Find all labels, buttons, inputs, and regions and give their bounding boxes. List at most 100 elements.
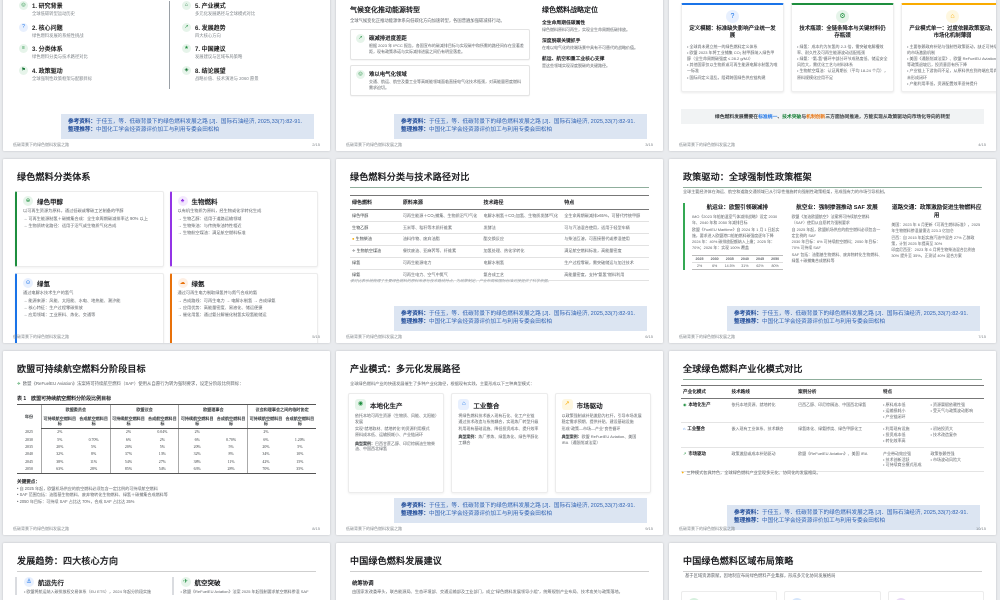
recommendation-block: 统筹协调 由国家发改委牵头，联合能源局、生态环境部、交通运输部及工业部门，成立“… bbox=[352, 579, 647, 596]
mini-table-year: 2050 bbox=[771, 256, 780, 261]
year-cell: 2035 bbox=[25, 444, 33, 449]
case-label: 典型案例： bbox=[561, 434, 582, 440]
slide-title: 绿色燃料分类体系 bbox=[17, 172, 91, 182]
case-label: 典型案例： bbox=[458, 434, 479, 440]
fuel-compare-table: 绿色燃料 原料来源 技术路径 特点 绿色甲醇 可再生能源＋CO₂捕集、生物质沼气… bbox=[350, 195, 649, 282]
toc-item-icon: ◈ bbox=[182, 65, 191, 75]
toc-item-icon: ⌂ bbox=[182, 1, 191, 10]
fuel-card-icon: ♣ bbox=[177, 196, 188, 206]
feedstock-cell: 可再生电力、空气中氮气 bbox=[400, 269, 482, 282]
table-row: 生物乙醇 玉米等、秸秆等木质纤维素 发酵法 可与汽油混合使用，适用于轻型车辆 bbox=[350, 221, 649, 234]
sub-header: 合成航空燃料目标 bbox=[77, 413, 111, 429]
slide-thumbnail-global-comparison[interactable]: 全球绿色燃料产业化模式对比 产业化模式 技术路线 案例分析 特点 ◉ 本地化生产 … bbox=[669, 351, 996, 535]
case-label: 典型案例： bbox=[355, 440, 375, 446]
case-cell: 绿氢炼化、绿氨掺烧、绿色甲醇化工 bbox=[796, 422, 881, 448]
slide-thumbnail-china-recommendations[interactable]: 中国绿色燃料发展建议 统筹协调 由国家发改委牵头，联合能源局、生态环境部、交通运… bbox=[336, 543, 663, 600]
sub-header: 合成航空燃料目标 bbox=[283, 413, 316, 429]
sub-header: 可持续航空燃料目标 bbox=[247, 413, 284, 429]
fuel-card-bullets: → 合成路线：可再生电力 → 电解水制氢 → 合成绿氨 → 应用优势：高能量密度… bbox=[177, 298, 276, 317]
slide-footer: 低碳背景下的绿色燃料发展之路 8/15 bbox=[13, 526, 320, 531]
mode-card-icon: ◉ bbox=[355, 399, 366, 410]
mini-table-value: 62% bbox=[756, 263, 764, 268]
fuel-card-title: 绿氢 bbox=[37, 281, 50, 288]
mini-table-value: 14.5% bbox=[724, 263, 735, 268]
toc-item-title: 5. 产业模式 bbox=[195, 4, 226, 10]
slide-thumbnail-climate[interactable]: 气候变化推动能源转型 全球气候变化正推动能源体系向低碳化方向加速转型，各国普遍加… bbox=[336, 0, 663, 151]
slide-thumbnail-trends[interactable]: 发展趋势：四大核心方向 ⚓ 航运先行 • 欧盟将航运纳入碳排放权交易体系（EU … bbox=[3, 543, 330, 600]
slide-title: 全球绿色燃料产业化模式对比 bbox=[683, 362, 982, 380]
tech-path-cell: 发酵法 bbox=[481, 221, 563, 234]
key-points: 关键要点： • 自 2025 年起，欧盟机场供应的航空燃料必须包含一定比例的可持… bbox=[17, 479, 168, 504]
mode-card: ↗ 市场驱动 以政策强制或补贴激励为杠杆，引导市场发展 稳定需求预期、提供补贴、… bbox=[554, 393, 651, 493]
strategy-item-head: 全生命周期低碳属性 bbox=[542, 21, 586, 26]
year-cell: 2040 bbox=[25, 452, 33, 457]
slide-thumbnail-challenges[interactable]: ? 定义模糊：标准缺失影响产业统一发展 • 全球尚未建立统一的绿色燃料定义体系 … bbox=[669, 0, 996, 151]
challenge-card-bullets: • 主要依赖政府补贴与强制性政策驱动，缺乏可持续的市场激励机制 • 美国《通胀削… bbox=[907, 43, 996, 86]
slide-thumbnail-regional-layout[interactable]: 中国绿色燃料区域布局策略 基于区域资源禀赋，因地制宜布局绿色燃料产业集群，形成多… bbox=[669, 543, 996, 600]
info-box-gap: ↗ 碳减排进度差距 根据 2023 年 IPCC 报告，各国宣布的碳减排目标与实… bbox=[350, 29, 530, 61]
page-number: 5/15 bbox=[312, 334, 320, 339]
fuel-card-desc: 以有机生物质为原料，经生物或化学转化生成 bbox=[177, 208, 262, 213]
strategy-item-head: 深度脱碳关键抓手 bbox=[542, 39, 581, 44]
year-cell: 2030 bbox=[25, 437, 33, 442]
fuel-card-desc: 通过可再生电力制取绿氢并与氮气合成的氨 bbox=[177, 290, 258, 295]
mode-card-title: 工业整合 bbox=[473, 402, 500, 410]
strategy-item-text: 是这些领域实现深度脱碳的关键路径。 bbox=[542, 63, 610, 68]
trend-cards: ⚓ 航运先行 • 欧盟将航运纳入碳排放权交易体系（EU ETS），2024 年起… bbox=[15, 577, 318, 596]
table-row: 绿氢 可再生能源电力 电解水制氢 生产过程零碳，需突破储运与加注技术 bbox=[350, 257, 649, 270]
challenge-card-title: 技术瓶颈：全链条降本与关键材料仍存瓶颈 bbox=[799, 26, 886, 40]
section-paragraph: 全球气候变化正推动能源体系向低碳化方向加速转型，各国普遍加强碳减排行动。 bbox=[350, 18, 505, 23]
slide-thumbnail-industry-modes[interactable]: 产业模式：多元化发展路径 全球绿色燃料产业的快速发展催生了多种产业化路径，根据现… bbox=[336, 351, 663, 535]
table-row: 2045 38% 11% 54% 27% 38% 11% 42% 15% bbox=[17, 458, 316, 466]
fuel-card: ♣ 生物燃料 以有机生物质为原料，经生物或化学转化生成 → 生物乙醇：适用于道路… bbox=[169, 191, 318, 267]
trend-card-icon: ✈ bbox=[180, 577, 191, 587]
fuel-card: ⊕ 绿色甲醇 以可再生资源为原料，通过低碳或零碳工艺制备的甲醇 → 可再生能源制… bbox=[15, 191, 164, 267]
table-note: 该对比表系统梳理了主要绿色燃料的原料来源与技术路线特点，为政策制定、产业布局和国… bbox=[350, 279, 552, 283]
feature-cell: 高能量密度，支持“氨氢”燃料利用 bbox=[562, 269, 649, 282]
fuel-card-icon: ⊕ bbox=[23, 196, 33, 206]
trend-card-icon: ⚓ bbox=[24, 577, 34, 587]
slide-thumbnail-toc[interactable]: ◎ 1. 研究背景 全球低碳转型运动历史 ? 2. 核心问题 绿色燃料发展的系统… bbox=[3, 0, 330, 151]
challenge-card-title: 定义模糊：标准缺失影响产业统一发展 bbox=[689, 26, 776, 40]
trend-card-bullet: • 欧盟将航运纳入碳排放权交易体系（EU ETS），2024 年起分阶段实施 bbox=[24, 589, 151, 594]
slide-subtitle: 基于区域资源禀赋，因地制宜布局绿色燃料产业集群，形成多元化协同发展格局 bbox=[685, 573, 836, 578]
reference-text: 于佳玉，等．低碳背景下的绿色燃料发展之路 [J]．国际石油经济, 2025,33… bbox=[95, 118, 303, 125]
toc-item-desc: 四大核心方向 bbox=[195, 32, 221, 38]
slide-thumbnail-saf-targets[interactable]: 欧盟可持续航空燃料分阶段目标 ✈ 欧盟《ReFuelEU Aviation》法案将… bbox=[3, 351, 330, 535]
fuel-card-icon: ⊙ bbox=[23, 278, 33, 288]
table-row: ✈ 生物航空煤油 餐饮废油、亚麻荠等、纤维素 加氢处理、热化学转化 满足航空燃料… bbox=[350, 245, 649, 258]
toc-item-desc: 发展建议与区域布局策略 bbox=[195, 54, 243, 59]
region-card bbox=[887, 591, 984, 600]
policy-column-shipping: 航运业：欧盟引领碳减排 IMO《2023 年船舶温室气体减排战略》设定 2030… bbox=[692, 203, 783, 270]
slide-thumbnail-policy[interactable]: 政策驱动：全球强制性政策框架 全球主要经济体在海运、航空和道路交通领域已从引导性… bbox=[669, 159, 996, 343]
slide-footer: 低碳背景下的绿色燃料发展之路 3/15 bbox=[346, 142, 653, 147]
reference-box: 参考资料：于佳玉，等．低碳背景下的绿色燃料发展之路 [J]．国际石油经济, 20… bbox=[727, 504, 980, 530]
col-header: 绿色燃料 bbox=[350, 195, 401, 210]
policy-column-road: 道路交通：政策激励促进生物燃料应用 美国：2023 年 6 月更新《可再生燃料标… bbox=[891, 205, 982, 259]
climate-left-column: 气候变化推动能源转型 全球气候变化正推动能源体系向低碳化方向加速转型，各国普遍加… bbox=[350, 5, 530, 101]
toc-item-desc: 绿色燃料分类与技术路径对比 bbox=[32, 54, 88, 59]
slide-thumbnail-taxonomy[interactable]: 绿色燃料分类体系 ⊕ 绿色甲醇 以可再生资源为原料，通过低碳或零碳工艺制备的甲醇… bbox=[3, 159, 330, 343]
mini-table-value: 31% bbox=[741, 263, 749, 268]
table-note: ✦ 三种模式各具特色，全球绿色燃料产业呈现多元化、协同化的发展格局。 bbox=[681, 470, 821, 475]
col-header: 技术路径 bbox=[481, 195, 563, 210]
sub-header: 可持续航空燃料目标 bbox=[109, 413, 147, 429]
mode-card-bullets: 依托本地可再生资源（生物质、风能、太阳能）发展 实现“就地取材、就地转化”的资源… bbox=[355, 413, 437, 438]
tech-path-cell: 酯交换反应 bbox=[481, 233, 563, 246]
region-card bbox=[681, 591, 778, 600]
table-row: 2040 32% 8% 37% 13% 32% 8% 34% 10% bbox=[17, 450, 316, 459]
recommender-label: 整理推荐： bbox=[68, 127, 96, 134]
case-text: 巴西甘蔗乙醇、印尼棕榈油生物柴油、中国西北绿氢 bbox=[355, 440, 435, 452]
toc-item-icon: ↗ bbox=[182, 22, 191, 32]
feature-cell: 满足航空燃料标准，高能量密度 bbox=[562, 245, 649, 258]
fuel-card-title: 绿氨 bbox=[191, 281, 205, 288]
table-row: ⌂ 工业整合 嵌入现有工业体系、技术耦合 绿氢炼化、绿氨掺烧、绿色甲醇化工 • 利… bbox=[681, 422, 984, 448]
tech-route-cell: 依托本地资源、就地转化 bbox=[729, 398, 797, 424]
slide-thumbnail-compare[interactable]: 绿色燃料分类与技术路径对比 绿色燃料 原料来源 技术路径 特点 绿色甲醇 可再生… bbox=[336, 159, 663, 343]
fuel-type-icon: ● bbox=[352, 236, 355, 242]
recommender-text: 中国化工学会烃资源评价加工与利用专委会田松柏 bbox=[95, 127, 220, 134]
toc-item-title: 3. 分类体系 bbox=[32, 47, 63, 53]
info-box-electrification: ◎ 难以电气化领域 交通、航运、航空及重工业等高耗能领域面临直接电气化技术瓶颈，… bbox=[350, 65, 530, 97]
fuel-name: 绿氨 bbox=[352, 272, 361, 278]
